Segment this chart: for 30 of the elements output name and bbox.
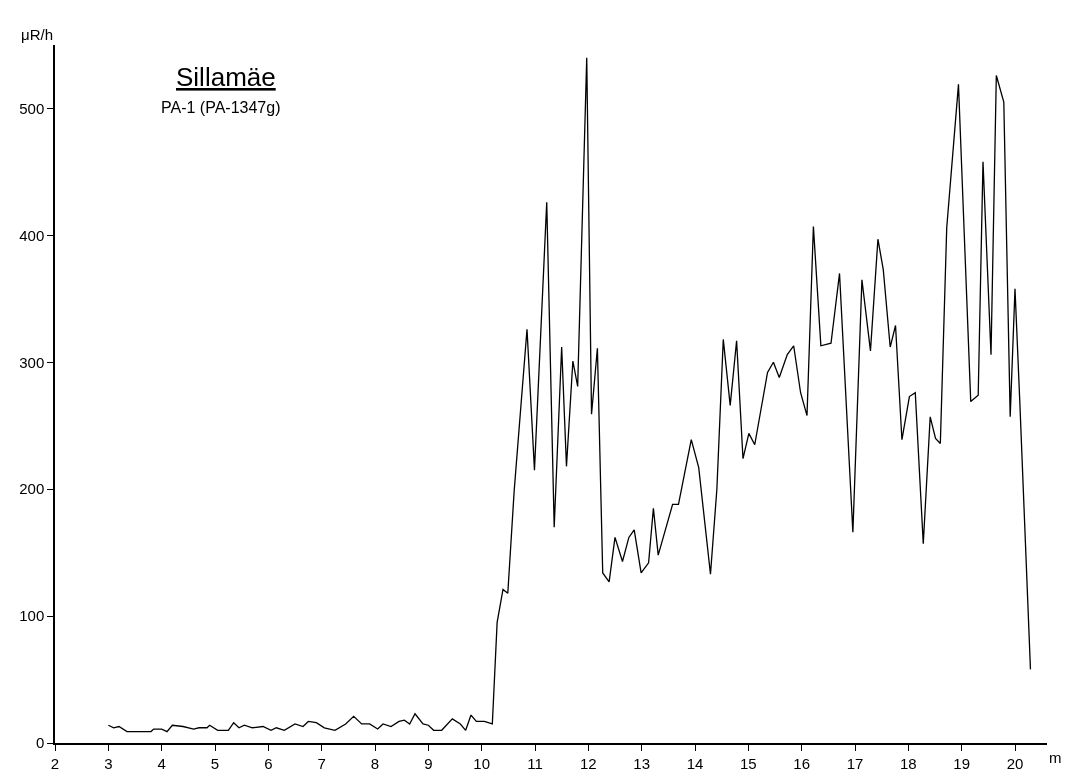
x-tick-label: 15 (739, 754, 757, 772)
x-tick-label: 17 (846, 754, 864, 772)
x-tick-label: 6 (264, 754, 273, 772)
x-tick-label: 13 (633, 754, 651, 772)
x-tick-label: 19 (953, 754, 971, 772)
y-tick-label: 100 (19, 607, 45, 625)
y-tick-label: 200 (19, 480, 45, 498)
x-tick-label: 11 (527, 754, 543, 772)
text: PA-1 (PA-1347g) (161, 99, 281, 116)
x-tick-label: 4 (157, 754, 166, 772)
y-tick-label: 300 (19, 353, 45, 371)
y-tick-label: 400 (19, 226, 45, 244)
x-tick-label: 16 (793, 754, 811, 772)
x-axis-title: m (1049, 749, 1062, 766)
y-tick-label: 0 (35, 734, 45, 752)
x-tick-label: 20 (1006, 754, 1024, 772)
text: Sillamäe (176, 62, 276, 92)
x-tick-label: 12 (579, 754, 597, 772)
x-tick-label: 5 (210, 754, 220, 772)
x-tick-label: 18 (899, 754, 917, 772)
x-tick-label: 2 (50, 754, 60, 772)
x-tick-label: 3 (104, 754, 113, 772)
line-series (107, 57, 1032, 733)
y-tick-label: 500 (19, 99, 45, 117)
x-tick-label: 9 (424, 754, 433, 772)
x-tick-label: 10 (473, 754, 491, 772)
y-axis-title: μR/h (21, 26, 53, 43)
x-tick-label: 7 (317, 754, 326, 772)
x-tick-label: 14 (686, 754, 704, 772)
x-tick-label: 8 (370, 754, 380, 772)
